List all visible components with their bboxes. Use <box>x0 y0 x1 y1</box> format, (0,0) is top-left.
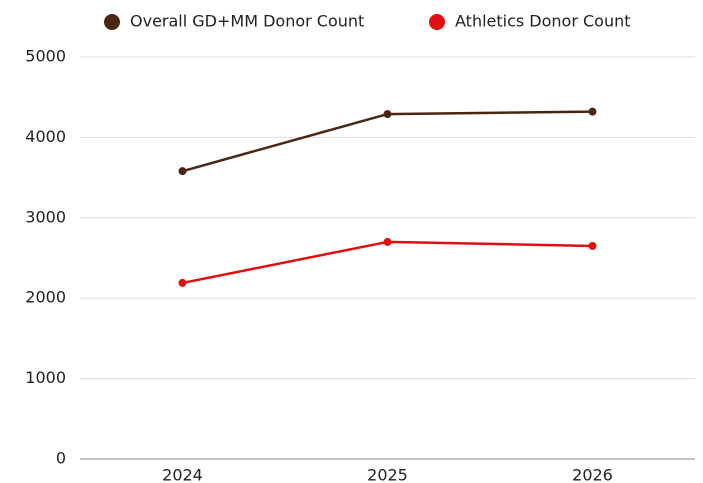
y-tick-label: 3000 <box>25 207 66 226</box>
legend-label: Athletics Donor Count <box>455 12 631 31</box>
legend-label: Overall GD+MM Donor Count <box>130 12 364 31</box>
data-point <box>178 167 187 176</box>
x-tick-label: 2025 <box>367 466 408 483</box>
data-point <box>588 241 597 250</box>
series-line <box>182 240 593 285</box>
y-tick-label: 0 <box>56 449 66 468</box>
data-point <box>383 237 392 246</box>
y-tick-label: 1000 <box>25 368 66 387</box>
data-point <box>178 278 187 287</box>
y-tick-label: 2000 <box>25 288 66 307</box>
x-tick-label: 2026 <box>572 466 613 483</box>
data-point <box>588 107 597 116</box>
legend-marker <box>429 14 445 30</box>
y-tick-label: 5000 <box>25 47 66 66</box>
legend-marker <box>104 14 120 30</box>
y-tick-label: 4000 <box>25 127 66 146</box>
data-point <box>383 110 392 119</box>
series-line <box>182 110 593 173</box>
x-tick-label: 2024 <box>162 466 203 483</box>
